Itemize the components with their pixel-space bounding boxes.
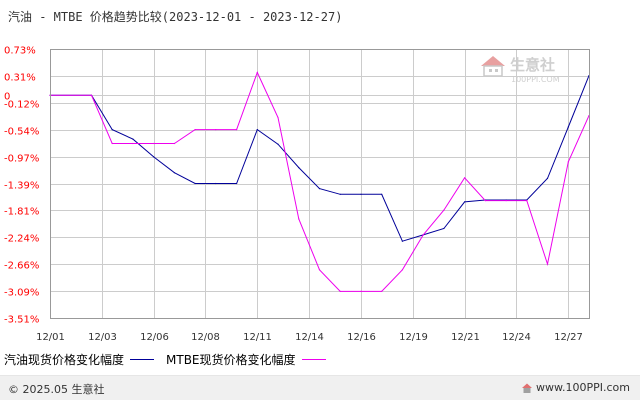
footer-copyright: © 2025.05 生意社 [8,383,105,396]
series-point [318,269,321,271]
series-point [339,290,341,292]
series-point [236,182,238,185]
y-tick-label: 0 [4,92,10,103]
series-point [464,201,466,203]
series-point [505,200,507,202]
y-tick-label: -0.12% [4,100,39,111]
y-tick-label: -3.51% [4,315,39,326]
x-tick-label: 12/27 [554,332,583,343]
series-point [318,188,321,190]
plot-border [50,49,590,319]
series-point [443,209,445,211]
series-point [277,143,279,145]
series-point [173,172,175,174]
y-tick-label: 0.73% [4,46,36,57]
house-icon [481,56,505,77]
series-point [443,227,445,230]
x-tick-label: 12/08 [191,332,220,343]
chart-title: 汽油 - MTBE 价格趋势比较(2023-12-01 - 2023-12-27… [8,10,343,24]
series-point [256,71,258,74]
series-point [339,193,341,195]
series-point [256,129,258,131]
footer: © 2025.05 生意社 www.100PPI.com [0,375,640,400]
series-point [111,142,113,145]
series-point [546,263,549,265]
x-tick-label: 12/01 [36,332,65,343]
series-point [132,142,134,145]
legend-label-mtbe: MTBE现货价格变化幅度 [166,352,296,367]
series-line [50,71,590,292]
series-point [526,200,528,202]
series-point [194,129,196,131]
series-point [298,218,300,220]
watermark-logo: 生意社 100PPI.COM [481,56,560,84]
grid [50,49,589,319]
series-point [422,234,424,236]
y-tick-label: -0.54% [4,127,39,138]
series-point [484,200,486,202]
y-tick-label: -2.24% [4,234,39,245]
y-tick-label: 0.31% [4,73,36,84]
x-tick-label: 12/19 [399,332,428,343]
series-point [173,142,175,145]
y-tick-label: -2.66% [4,261,39,272]
series-point [401,269,403,271]
series-point [215,182,217,185]
series-point [90,94,93,96]
y-tick-label: -1.39% [4,181,39,192]
series-point [464,177,466,179]
series-point [215,129,217,131]
series-point [153,156,155,158]
home-icon [522,383,533,393]
series-point [298,167,300,169]
series-point [153,142,155,145]
y-axis-ticks: 0.73% 0.31% 0-0.12% -0.54% -0.97% -1.39% -1.81… [4,46,39,326]
series-point [277,116,279,119]
x-axis-ticks: 12/01 12/03 12/06 12/08 12/11 12/14 12/16 12/19… [36,332,583,343]
series-lines [49,71,590,292]
legend-item-gasoline: 汽油现货价格变化幅度 [4,351,155,368]
chart-area: 生意社 100PPI.COM 0.73% 0.31% 0-0.12% -0.54% -0… [4,46,590,343]
series-line [50,75,590,242]
series-point [360,193,362,195]
series-point [567,161,569,163]
x-tick-label: 12/06 [140,332,169,343]
legend-label-gasoline: 汽油现货价格变化幅度 [4,352,125,367]
y-tick-label: -1.81% [4,207,39,218]
watermark-site: 100PPI.COM [511,75,560,84]
x-tick-label: 12/14 [295,332,324,343]
series-point [236,129,238,131]
x-tick-label: 12/11 [243,332,272,343]
series-point [194,182,196,185]
series-point [381,193,383,195]
legend-swatch-mtbe [301,358,326,360]
legend-item-mtbe: MTBE现货价格变化幅度 [166,351,326,368]
footer-url: www.100PPI.com [536,381,630,394]
series-point [546,177,549,179]
series-point [360,290,362,292]
footer-site-link[interactable]: www.100PPI.com [521,381,630,394]
y-tick-label: -0.97% [4,154,39,165]
series-point [567,126,569,128]
series-point [111,129,113,131]
series-point [401,240,403,242]
y-tick-label: -3.09% [4,288,39,299]
legend: 汽油现货价格变化幅度 MTBE现货价格变化幅度 [4,350,338,368]
watermark-name: 生意社 [510,56,555,74]
x-tick-label: 12/21 [451,332,480,343]
x-tick-label: 12/24 [502,332,531,343]
x-tick-label: 12/16 [347,332,376,343]
series-point [132,138,134,140]
x-tick-label: 12/03 [88,332,117,343]
series-point [381,290,383,292]
legend-swatch-gasoline [130,358,155,360]
